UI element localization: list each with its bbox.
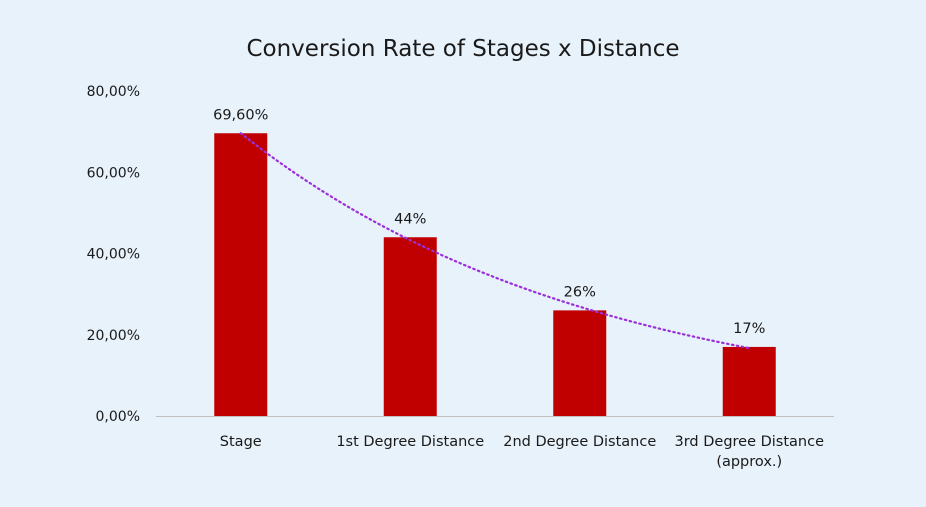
category-label: Stage xyxy=(220,434,262,450)
category-label-line: 1st Degree Distance xyxy=(336,434,484,450)
data-label: 26% xyxy=(564,284,596,300)
y-tick-label: 40,00% xyxy=(87,247,140,263)
category-label: 1st Degree Distance xyxy=(336,434,484,450)
category-label: 2nd Degree Distance xyxy=(503,434,656,450)
category-label-line: Stage xyxy=(220,434,262,450)
bar xyxy=(214,133,268,416)
data-label: 69,60% xyxy=(213,107,268,123)
bar xyxy=(383,237,437,416)
bar xyxy=(553,310,607,416)
chart-title: Conversion Rate of Stages x Distance xyxy=(246,36,679,62)
category-label: 3rd Degree Distance (approx.) xyxy=(674,434,824,470)
y-tick-label: 0,00% xyxy=(96,409,140,425)
category-labels-group: Stage 1st Degree Distance 2nd Degree Dista… xyxy=(220,434,824,470)
y-tick-label: 20,00% xyxy=(87,328,140,344)
category-label-line: 3rd Degree Distance xyxy=(674,434,824,450)
bar xyxy=(722,346,776,416)
category-label-line: (approx.) xyxy=(716,454,782,470)
data-label: 44% xyxy=(394,211,426,227)
data-labels-group: 69,60% 44% 26% 17% xyxy=(213,107,765,337)
category-label-line: 2nd Degree Distance xyxy=(503,434,656,450)
y-axis-tick-labels: 0,00% 20,00% 40,00% 60,00% 80,00% xyxy=(87,84,140,425)
bars-group xyxy=(214,133,776,416)
y-tick-label: 80,00% xyxy=(87,84,140,100)
trendline xyxy=(239,132,751,350)
data-label: 17% xyxy=(733,321,765,337)
y-tick-label: 60,00% xyxy=(87,165,140,181)
